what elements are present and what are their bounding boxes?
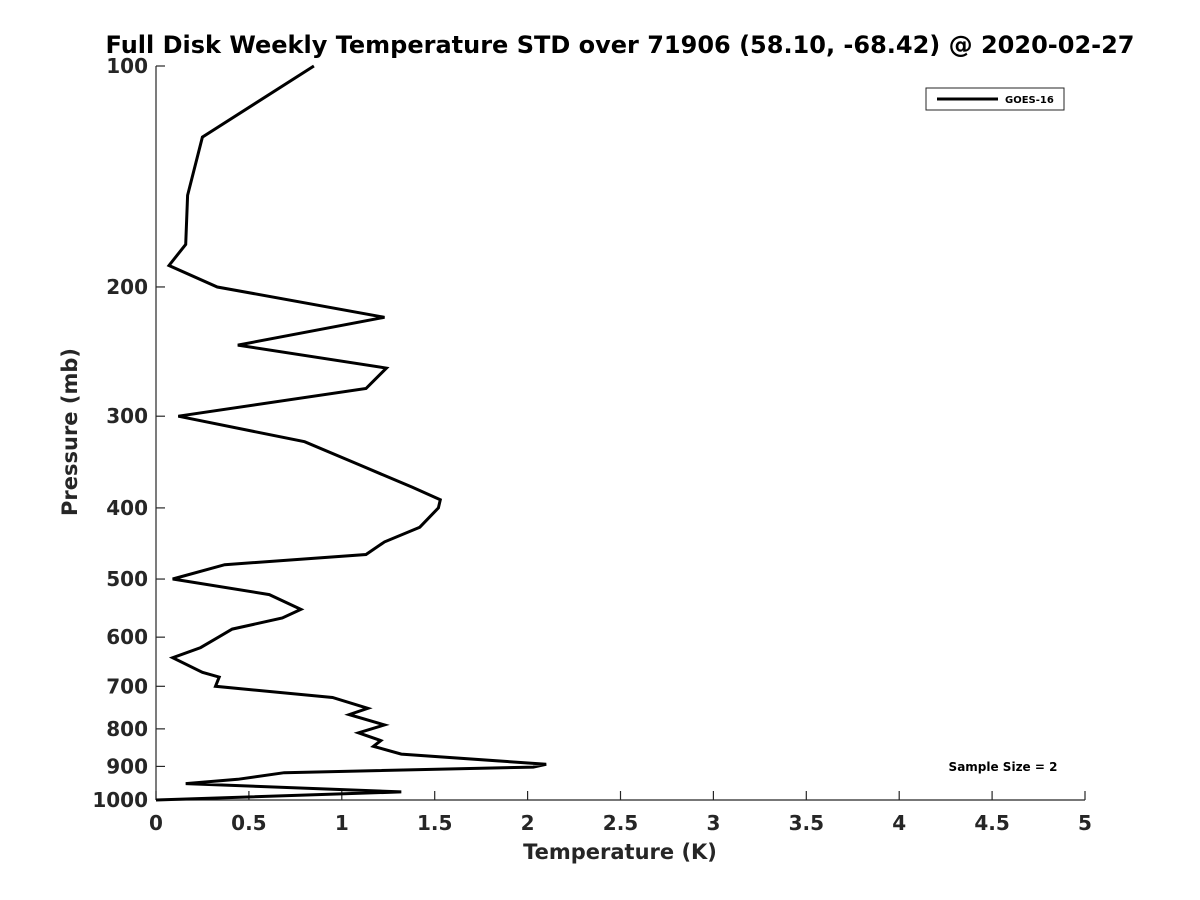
x-tick-label: 2.5 (603, 811, 638, 835)
chart-title: Full Disk Weekly Temperature STD over 71… (106, 31, 1135, 59)
x-tick-label: 4 (892, 811, 906, 835)
legend-entry-goes-16: GOES-16 (1005, 95, 1054, 106)
x-tick-label: 4.5 (974, 811, 1009, 835)
x-tick-label: 0.5 (231, 811, 266, 835)
y-tick-label: 300 (106, 404, 148, 428)
plot-axes (155, 66, 1085, 801)
y-tick-label: 600 (106, 625, 148, 649)
y-axis-label: Pressure (mb) (58, 348, 82, 516)
x-tick-label: 3.5 (789, 811, 824, 835)
x-axis-ticks: 0 0.5 1 1.5 2 2.5 3 3.5 4 4.5 5 (149, 791, 1092, 835)
x-tick-label: 0 (149, 811, 163, 835)
series-line-goes-16 (155, 64, 547, 802)
y-tick-label: 500 (106, 567, 148, 591)
x-tick-label: 1.5 (417, 811, 452, 835)
x-tick-label: 1 (335, 811, 349, 835)
y-tick-label: 100 (106, 54, 148, 78)
series-lines (155, 64, 547, 802)
y-tick-label: 800 (106, 717, 148, 741)
x-tick-label: 2 (521, 811, 535, 835)
y-tick-label: 1000 (92, 788, 148, 812)
y-tick-label: 200 (106, 275, 148, 299)
legend: GOES-16 (925, 87, 1065, 111)
y-tick-label: 900 (106, 754, 148, 778)
x-tick-label: 3 (706, 811, 720, 835)
sample-size-annotation: Sample Size = 2 (949, 760, 1058, 774)
y-tick-label: 400 (106, 496, 148, 520)
y-axis-ticks: 100 200 300 400 500 600 700 800 900 1000 (92, 54, 165, 812)
x-tick-label: 5 (1078, 811, 1092, 835)
y-tick-label: 700 (106, 674, 148, 698)
x-axis-label: Temperature (K) (523, 840, 717, 864)
